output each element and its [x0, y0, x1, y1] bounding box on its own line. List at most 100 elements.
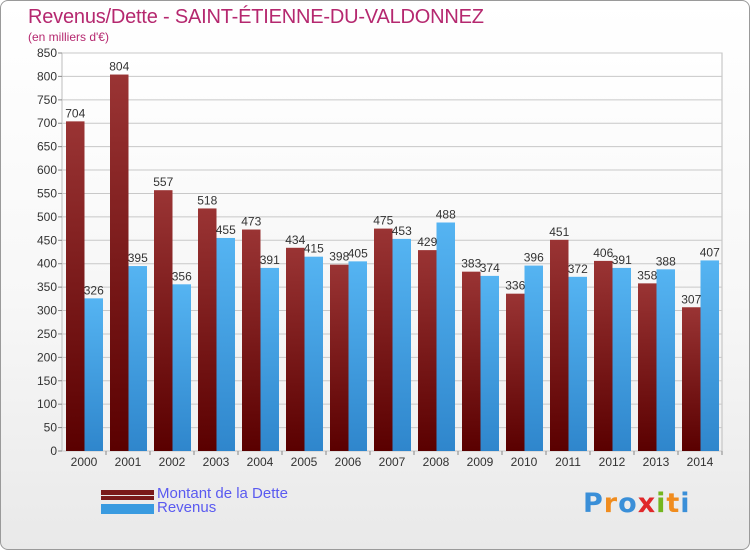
bar-revenus: [348, 261, 367, 451]
bar-revenus: [436, 222, 455, 451]
bar-revenus: [304, 256, 323, 451]
bar-dette: [110, 74, 129, 452]
y-tick-label: 50: [44, 421, 58, 435]
logo-letter: P: [583, 488, 604, 519]
bar-revenus: [128, 266, 147, 451]
bar-dette: [462, 271, 481, 451]
value-label-dette: 434: [285, 233, 305, 247]
value-label-dette: 406: [593, 246, 613, 260]
value-label-dette: 475: [373, 214, 393, 228]
value-label-dette: 398: [329, 250, 349, 264]
bar-revenus: [172, 284, 191, 451]
x-tick-label: 2006: [335, 455, 362, 469]
y-tick-label: 800: [37, 69, 57, 83]
bar-dette: [198, 208, 217, 451]
logo-letter: x: [637, 488, 657, 519]
x-tick-label: 2011: [555, 455, 581, 469]
y-tick-label: 300: [37, 304, 57, 318]
bar-revenus: [392, 238, 411, 451]
value-label-revenus: 488: [436, 208, 456, 222]
x-tick-label: 2005: [291, 455, 318, 469]
x-tick-label: 2004: [247, 455, 274, 469]
value-label-revenus: 395: [128, 251, 148, 265]
y-tick-label: 100: [37, 397, 57, 411]
y-tick-label: 450: [37, 233, 57, 247]
logo-letter: r: [603, 488, 619, 519]
bar-dette: [550, 239, 569, 451]
bar-dette: [418, 250, 437, 451]
value-label-revenus: 396: [524, 251, 544, 265]
proxiti-logo: Proxiti: [583, 488, 691, 519]
y-axis-ticks: 0 50 100 150 200 250 300 350 400 450 500 550 600 650 7…: [37, 46, 57, 458]
bar-dette: [154, 190, 173, 452]
value-label-revenus: 326: [84, 283, 104, 297]
bar-dette: [286, 247, 305, 451]
y-tick-label: 500: [37, 210, 57, 224]
value-label-revenus: 372: [568, 262, 588, 276]
bar-dette: [682, 307, 701, 451]
y-tick-label: 750: [37, 93, 57, 107]
x-tick-label: 2000: [71, 455, 98, 469]
value-label-revenus: 391: [612, 253, 632, 267]
chart-title: Revenus/Dette - SAINT-ÉTIENNE-DU-VALDONN…: [28, 6, 484, 28]
value-label-dette: 518: [197, 193, 217, 207]
logo-letter: i: [656, 488, 667, 519]
bar-dette: [242, 229, 261, 451]
x-tick-label: 2012: [599, 455, 626, 469]
bar-revenus: [260, 267, 279, 451]
x-tick-label: 2013: [643, 455, 670, 469]
value-label-revenus: 391: [260, 253, 280, 267]
legend-swatch-dette: [101, 490, 154, 500]
bar-revenus: [656, 269, 675, 451]
x-tick-label: 2008: [423, 455, 450, 469]
logo-letter: t: [666, 488, 681, 519]
value-label-dette: 336: [505, 279, 525, 293]
x-axis-ticks: 2000 2001 2002 2003 2004 2005 2006 2007 2008 2009…: [71, 455, 714, 469]
x-tick-label: 2010: [511, 455, 538, 469]
bar-dette: [66, 121, 85, 451]
value-label-dette: 429: [417, 235, 437, 249]
y-tick-label: 200: [37, 350, 57, 364]
bar-dette: [374, 228, 393, 451]
value-label-revenus: 356: [172, 269, 192, 283]
value-label-dette: 473: [241, 215, 261, 229]
value-label-revenus: 388: [656, 254, 676, 268]
legend-label-revenus: Revenus: [157, 499, 217, 516]
y-tick-label: 0: [50, 444, 57, 458]
chart-subtitle: (en milliers d'€): [28, 30, 109, 44]
legend-label-dette: Montant de la Dette: [157, 485, 288, 502]
y-tick-label: 350: [37, 280, 57, 294]
value-label-dette: 557: [153, 175, 173, 189]
value-label-revenus: 455: [216, 223, 236, 237]
x-tick-label: 2009: [467, 455, 494, 469]
bars: [66, 74, 719, 452]
value-label-revenus: 453: [392, 224, 412, 238]
value-label-dette: 804: [109, 60, 129, 74]
x-tick-label: 2002: [159, 455, 186, 469]
value-label-dette: 307: [681, 292, 701, 306]
y-tick-label: 850: [37, 46, 57, 60]
value-label-revenus: 405: [348, 246, 368, 260]
value-label-dette: 704: [65, 106, 85, 120]
logo-letter: o: [618, 488, 638, 519]
x-tick-label: 2003: [203, 455, 230, 469]
bar-revenus: [612, 267, 631, 451]
y-tick-label: 250: [37, 327, 57, 341]
value-label-dette: 451: [549, 225, 569, 239]
bar-revenus: [216, 237, 235, 451]
bar-dette: [594, 260, 613, 451]
bar-dette: [638, 283, 657, 451]
y-tick-label: 650: [37, 140, 57, 154]
y-tick-label: 150: [37, 374, 57, 388]
bar-revenus: [568, 276, 587, 451]
bar-revenus: [700, 260, 719, 451]
x-tick-label: 2001: [115, 455, 142, 469]
x-tick-label: 2014: [687, 455, 714, 469]
legend-swatch-revenus: [101, 504, 154, 514]
value-label-dette: 383: [461, 257, 481, 271]
bar-dette: [506, 293, 525, 451]
x-tick-label: 2007: [379, 455, 406, 469]
y-tick-label: 700: [37, 116, 57, 130]
